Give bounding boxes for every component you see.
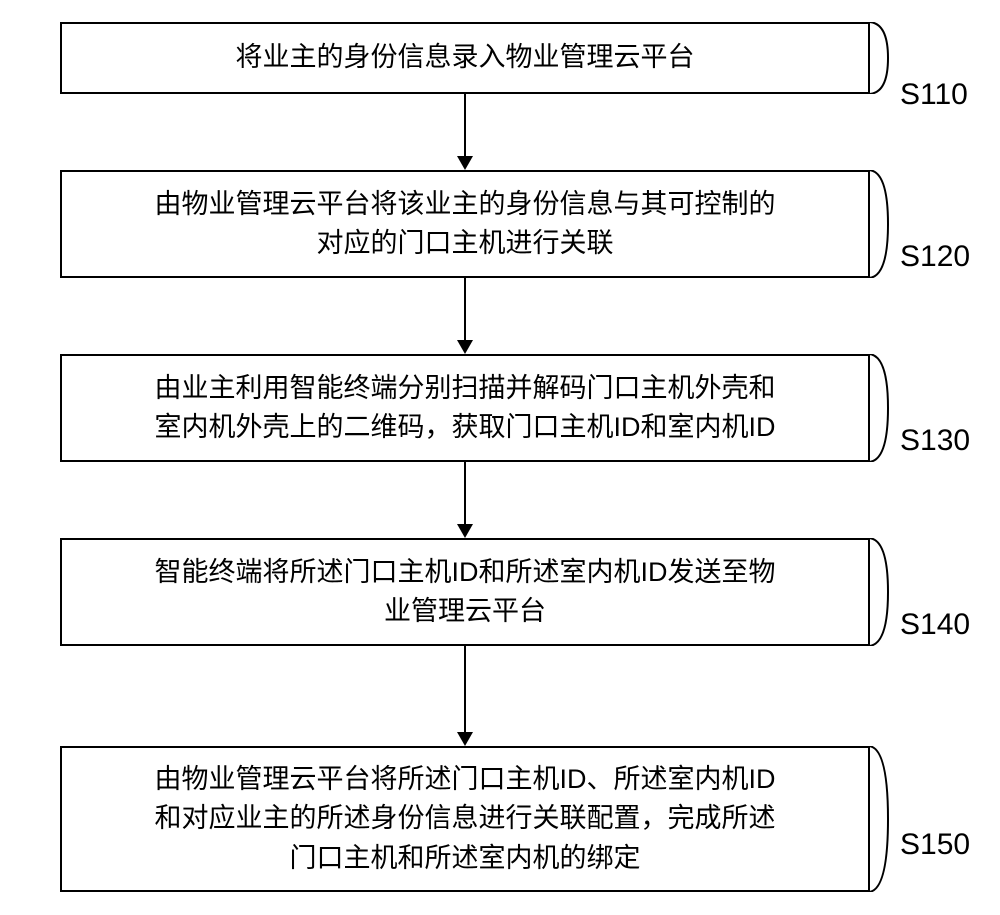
step-text-s110: 将业主的身份信息录入物业管理云平台 <box>236 38 695 77</box>
arrowhead-3 <box>457 524 473 538</box>
bracket-s150 <box>866 746 896 892</box>
step-text-s120: 由物业管理云平台将该业主的身份信息与其可控制的 对应的门口主机进行关联 <box>155 185 776 263</box>
bracket-s130 <box>866 354 896 462</box>
step-label-s130: S130 <box>900 424 970 458</box>
connector-1 <box>464 94 466 156</box>
step-text-s140: 智能终端将所述门口主机ID和所述室内机ID发送至物 业管理云平台 <box>155 553 776 631</box>
arrowhead-2 <box>457 340 473 354</box>
step-label-s120: S120 <box>900 240 970 274</box>
arrowhead-4 <box>457 732 473 746</box>
bracket-s140 <box>866 538 896 646</box>
step-box-s130: 由业主利用智能终端分别扫描并解码门口主机外壳和 室内机外壳上的二维码，获取门口主… <box>60 354 870 462</box>
bracket-s120 <box>866 170 896 278</box>
step-label-s140: S140 <box>900 608 970 642</box>
step-text-s150: 由物业管理云平台将所述门口主机ID、所述室内机ID 和对应业主的所述身份信息进行… <box>155 760 776 877</box>
connector-4 <box>464 646 466 732</box>
step-box-s140: 智能终端将所述门口主机ID和所述室内机ID发送至物 业管理云平台 <box>60 538 870 646</box>
step-text-s130: 由业主利用智能终端分别扫描并解码门口主机外壳和 室内机外壳上的二维码，获取门口主… <box>155 369 776 447</box>
step-label-s150: S150 <box>900 828 970 862</box>
step-box-s150: 由物业管理云平台将所述门口主机ID、所述室内机ID 和对应业主的所述身份信息进行… <box>60 746 870 892</box>
arrowhead-1 <box>457 156 473 170</box>
step-box-s120: 由物业管理云平台将该业主的身份信息与其可控制的 对应的门口主机进行关联 <box>60 170 870 278</box>
flowchart-canvas: 将业主的身份信息录入物业管理云平台 S110 由物业管理云平台将该业主的身份信息… <box>0 0 1000 915</box>
bracket-s110 <box>866 22 896 94</box>
connector-3 <box>464 462 466 524</box>
step-box-s110: 将业主的身份信息录入物业管理云平台 <box>60 22 870 94</box>
connector-2 <box>464 278 466 340</box>
step-label-s110: S110 <box>900 78 968 112</box>
